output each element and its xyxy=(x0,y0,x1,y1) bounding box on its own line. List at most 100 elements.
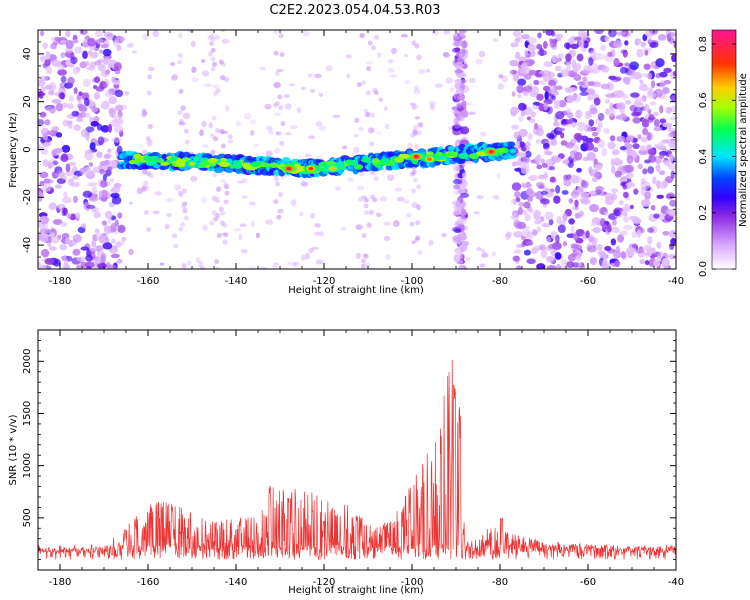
heatmap-cell xyxy=(581,199,591,205)
heatmap-cell xyxy=(665,106,673,114)
heatmap-cell xyxy=(314,73,322,79)
heatmap-cell xyxy=(208,122,213,129)
heatmap-cell xyxy=(476,247,482,251)
heatmap-cell xyxy=(82,78,91,88)
heatmap-cell xyxy=(191,76,199,83)
heatmap-cell xyxy=(459,30,467,34)
heatmap-cell xyxy=(416,54,422,61)
heatmap-cell xyxy=(373,90,379,96)
heatmap-cell xyxy=(51,126,60,132)
heatmap-cell xyxy=(604,98,611,104)
heatmap-y-tick-label: 0 xyxy=(22,146,33,152)
heatmap-cell xyxy=(461,40,468,49)
heatmap-cell xyxy=(361,80,367,86)
heatmap-cell xyxy=(570,151,575,159)
heatmap-cell xyxy=(248,265,256,269)
heatmap-cell xyxy=(354,133,359,138)
heatmap-cell xyxy=(624,40,629,46)
heatmap-cell xyxy=(521,62,528,69)
heatmap-cell xyxy=(99,49,104,54)
heatmap-cell xyxy=(369,141,375,147)
heatmap-cell xyxy=(623,224,633,231)
heatmap-cell xyxy=(453,190,460,195)
heatmap-cell xyxy=(530,111,537,118)
heatmap-cell xyxy=(588,190,597,195)
heatmap-cell xyxy=(355,252,361,260)
heatmap-cell xyxy=(613,57,620,67)
heatmap-cell xyxy=(145,171,151,177)
heatmap-cell xyxy=(100,70,110,78)
heatmap-cell xyxy=(568,198,574,204)
heatmap-cell xyxy=(97,262,108,269)
heatmap-cell xyxy=(590,221,597,227)
heatmap-cell xyxy=(314,223,321,228)
heatmap-cell xyxy=(513,231,523,238)
heatmap-cell xyxy=(100,254,106,264)
heatmap-cell xyxy=(79,61,87,69)
heatmap-cell xyxy=(671,147,676,153)
heatmap-cell xyxy=(88,162,94,168)
heatmap-cell xyxy=(538,103,545,112)
heatmap-cell xyxy=(273,50,279,56)
heatmap-cell xyxy=(79,111,87,118)
heatmap-cell xyxy=(577,81,586,86)
heatmap-cell xyxy=(659,152,665,159)
heatmap-cell xyxy=(266,126,274,131)
heatmap-cell xyxy=(543,61,553,68)
heatmap-cell xyxy=(223,199,229,205)
heatmap-cell xyxy=(210,66,216,72)
heatmap-cell xyxy=(361,233,367,239)
heatmap-cell xyxy=(587,95,593,101)
heatmap-cell xyxy=(209,33,215,39)
heatmap-cell xyxy=(512,30,522,38)
heatmap-x-tick-label: -60 xyxy=(580,276,596,287)
heatmap-cell xyxy=(406,213,412,218)
heatmap-cell xyxy=(524,213,531,222)
heatmap-cell xyxy=(658,141,665,149)
heatmap-cell xyxy=(40,30,45,37)
heatmap-cell xyxy=(273,30,279,35)
heatmap-cell xyxy=(102,242,113,250)
heatmap-cell xyxy=(178,88,184,94)
heatmap-cell xyxy=(409,221,415,227)
heatmap-cell xyxy=(42,182,52,192)
heatmap-cell xyxy=(184,215,190,221)
heatmap-cell xyxy=(94,30,103,38)
heatmap-cell xyxy=(457,188,463,194)
heatmap-cell xyxy=(469,77,476,84)
heatmap-cell xyxy=(107,217,112,224)
heatmap-cell xyxy=(260,162,270,168)
heatmap-cell xyxy=(103,57,111,65)
heatmap-cell xyxy=(215,196,221,203)
heatmap-cell xyxy=(201,59,206,63)
heatmap-cell xyxy=(459,192,470,199)
heatmap-cell xyxy=(545,158,554,166)
heatmap-cell xyxy=(42,159,49,167)
heatmap-cell xyxy=(536,263,546,269)
heatmap-cell xyxy=(114,219,120,228)
heatmap-cell xyxy=(531,86,539,95)
heatmap-cell xyxy=(533,79,540,85)
heatmap-cell xyxy=(180,105,186,111)
heatmap-cell xyxy=(458,183,467,191)
heatmap-cell xyxy=(365,61,374,65)
heatmap-cell xyxy=(641,118,650,128)
heatmap-cell xyxy=(141,112,147,118)
heatmap-cell xyxy=(259,266,267,269)
heatmap-x-tick-label: -180 xyxy=(49,276,72,287)
heatmap-cell xyxy=(68,161,77,166)
heatmap-cell xyxy=(414,237,420,243)
heatmap-cell xyxy=(223,232,229,238)
heatmap-cell xyxy=(553,195,561,204)
heatmap-cell xyxy=(272,262,279,268)
heatmap-cell xyxy=(219,129,225,135)
heatmap-cell xyxy=(273,147,281,154)
heatmap-cell xyxy=(344,159,354,165)
heatmap-cell xyxy=(146,90,152,96)
heatmap-cell xyxy=(495,148,507,153)
heatmap-cell xyxy=(632,143,640,150)
heatmap-cell xyxy=(115,117,124,126)
heatmap-cell xyxy=(253,143,260,148)
heatmap-cell xyxy=(370,194,376,200)
heatmap-cell xyxy=(209,220,215,226)
